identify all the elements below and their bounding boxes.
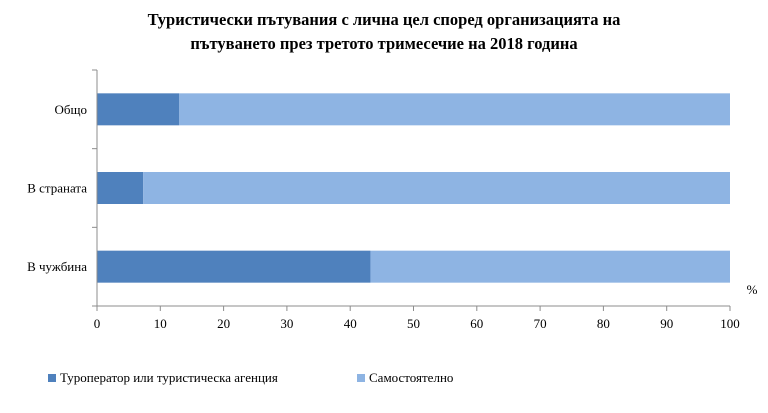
chart-title: Туристически пътувания с лична цел споре… <box>0 8 768 56</box>
legend-swatch-agency <box>48 374 56 382</box>
legend-swatch-independent <box>357 374 365 382</box>
category-label-0: Общо <box>54 102 87 117</box>
x-tick-label-1: 10 <box>154 316 167 331</box>
chart-title-line-2: пътуването през третото тримесечие на 20… <box>190 34 578 53</box>
x-tick-label-8: 80 <box>597 316 610 331</box>
chart-title-line-1: Туристически пътувания с лична цел споре… <box>147 10 621 29</box>
legend-item-independent: Самостоятелно <box>357 370 453 386</box>
axis-layer: Общо В страната В чужбина 0 10 20 30 40 50 60 70 80… <box>27 69 740 331</box>
category-label-2: В чужбина <box>27 259 87 274</box>
x-tick-label-2: 20 <box>217 316 230 331</box>
legend-item-agency: Туроператор или туристическа агенция <box>48 370 278 386</box>
legend-label-independent: Самостоятелно <box>369 370 454 385</box>
bar-1-1 <box>143 172 731 204</box>
x-axis-unit-label: % <box>747 282 758 297</box>
x-tick-label-6: 60 <box>470 316 483 331</box>
bar-0-1 <box>97 172 144 204</box>
bar-1-0 <box>179 93 731 126</box>
x-tick-label-7: 70 <box>534 316 547 331</box>
bars-layer <box>97 93 731 283</box>
bar-1-2 <box>370 250 730 283</box>
x-tick-label-10: 100 <box>720 316 740 331</box>
legend-label-agency: Туроператор или туристическа агенция <box>60 370 278 385</box>
x-tick-label-5: 50 <box>407 316 420 331</box>
x-tick-label-4: 40 <box>344 316 357 331</box>
bar-0-2 <box>97 250 371 283</box>
x-tick-label-0: 0 <box>94 316 101 331</box>
category-label-1: В страната <box>27 181 87 196</box>
bar-0-0 <box>97 93 180 126</box>
x-tick-label-9: 90 <box>660 316 673 331</box>
legend: Туроператор или туристическа агенция Сам… <box>0 370 768 390</box>
x-tick-label-3: 30 <box>280 316 293 331</box>
